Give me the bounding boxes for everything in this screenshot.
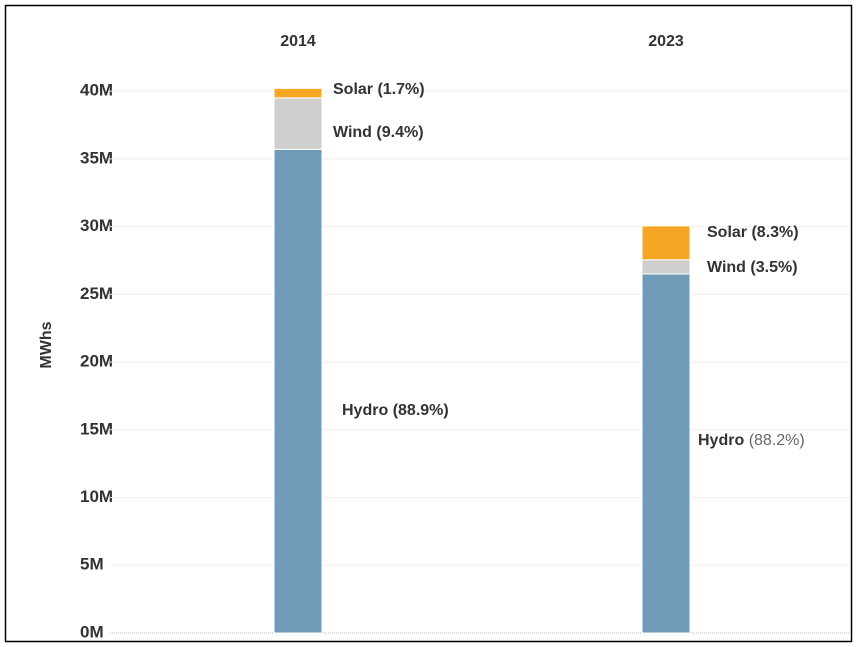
y-tick-label: 20M	[80, 352, 113, 371]
bar-segment	[641, 259, 691, 275]
series-name: Hydro	[342, 402, 388, 419]
series-name: Hydro	[698, 432, 744, 449]
category-label: 2014	[280, 33, 316, 50]
bar-segment	[273, 87, 323, 99]
share-label: (1.7%)	[377, 81, 424, 98]
data-label: Hydro (88.2%)	[698, 432, 805, 449]
share-label: (9.4%)	[376, 124, 423, 141]
y-tick-label: 15M	[80, 419, 113, 438]
data-label: Solar (1.7%)	[333, 81, 425, 98]
y-tick-label: 30M	[80, 216, 113, 235]
data-label: Hydro (88.9%)	[342, 402, 449, 419]
share-label: (88.2%)	[749, 432, 805, 449]
y-tick-label: 25M	[80, 284, 113, 303]
bar-segment	[641, 225, 691, 261]
y-axis-label: MWhs	[38, 321, 55, 368]
category-label: 2023	[648, 33, 684, 50]
data-label: Solar (8.3%)	[707, 224, 799, 241]
y-tick-label: 5M	[80, 555, 104, 574]
y-tick-label: 10M	[80, 487, 113, 506]
y-tick-label: 40M	[80, 81, 113, 100]
frame	[4, 4, 853, 643]
series-name: Solar	[333, 81, 373, 98]
data-label: Wind (3.5%)	[707, 259, 798, 276]
bar-segment	[273, 148, 323, 634]
series-name: Solar	[707, 224, 747, 241]
bar-segment	[273, 97, 323, 150]
y-tick-label: 0M	[80, 622, 104, 641]
share-label: (3.5%)	[750, 259, 797, 276]
series-name: Wind	[333, 124, 372, 141]
share-label: (8.3%)	[751, 224, 798, 241]
data-label: Wind (9.4%)	[333, 124, 424, 141]
share-label: (88.9%)	[393, 402, 449, 419]
bar-segment	[641, 273, 691, 634]
y-tick-label: 35M	[80, 148, 113, 167]
series-name: Wind	[707, 259, 746, 276]
